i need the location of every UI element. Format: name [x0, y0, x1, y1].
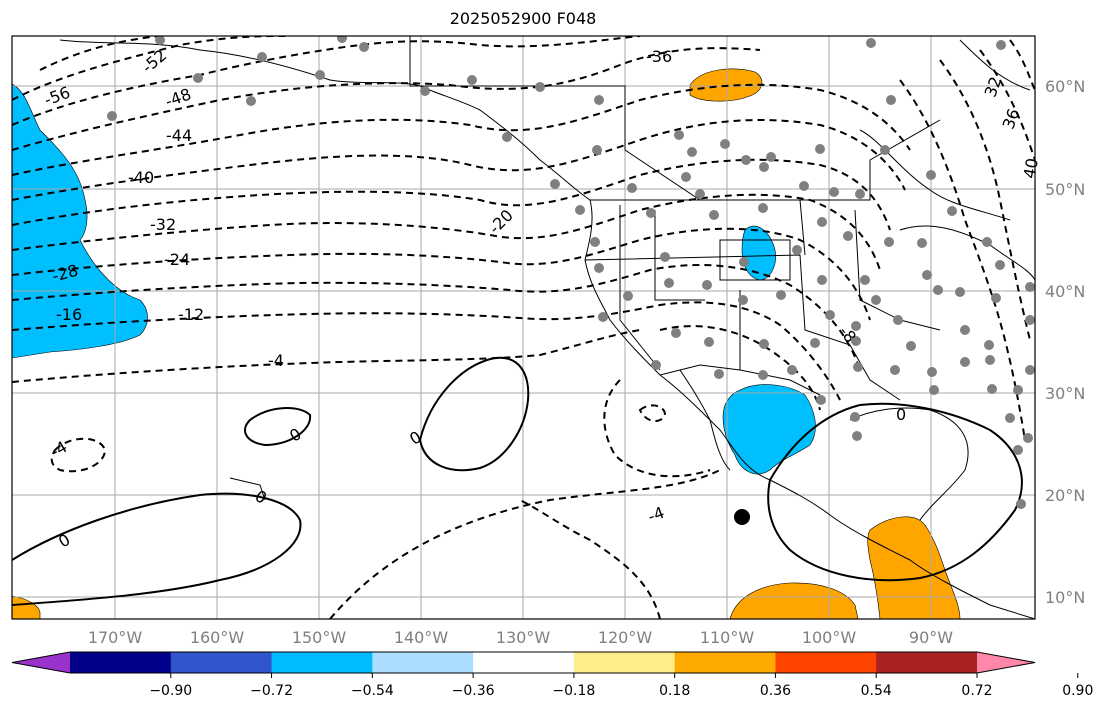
- contour-label: -16: [56, 305, 82, 324]
- colorbar-bin: [70, 652, 172, 673]
- colorbar-tick-label: 0.36: [760, 683, 791, 699]
- colorbar-bin: [775, 652, 877, 673]
- colorbar-tick-label: 0.54: [861, 683, 892, 699]
- contour-label: -24: [164, 250, 190, 269]
- lat-label: 40°N: [1045, 282, 1085, 301]
- contour-label: -36: [646, 47, 672, 66]
- colorbar-tick-label: 0.72: [961, 683, 992, 699]
- colorbar: −0.90 −0.72 −0.54 −0.36 −0.18 0.18 0.36 0.54 0.7…: [11, 651, 1093, 699]
- lon-label: 110°W: [700, 628, 755, 647]
- colorbar-bin: [372, 652, 474, 673]
- colorbar-tick-label: −0.18: [552, 683, 595, 699]
- lon-label: 90°W: [909, 628, 953, 647]
- map-frame: [11, 35, 1036, 620]
- contour-label: 0: [896, 405, 906, 424]
- colorbar-tick-label: −0.90: [149, 683, 192, 699]
- colorbar-outline: [11, 651, 1036, 674]
- contour-label: -32: [150, 215, 176, 234]
- lon-label: 120°W: [598, 628, 653, 647]
- lon-label: 170°W: [88, 628, 143, 647]
- lat-label: 50°N: [1045, 180, 1085, 199]
- colorbar-bin: [674, 652, 776, 673]
- colorbar-tick-label: 0.90: [1062, 683, 1093, 699]
- lat-label: 30°N: [1045, 384, 1085, 403]
- negative-anomaly-region-mexico: [722, 384, 816, 475]
- colorbar-tick-label: −0.72: [250, 683, 293, 699]
- colorbar-extend-low: [12, 652, 70, 673]
- colorbar-bin: [573, 652, 676, 673]
- lon-label: 100°W: [802, 628, 857, 647]
- contour-label: 40: [1020, 157, 1042, 180]
- contour-label: -4: [645, 503, 666, 526]
- colorbar-extend-high: [977, 652, 1035, 673]
- lat-label: 60°N: [1045, 77, 1085, 96]
- colorbar-tick-label: −0.54: [351, 683, 394, 699]
- lon-label: 150°W: [292, 628, 347, 647]
- positive-anomaly-region-south: [729, 582, 859, 619]
- colorbar-bin: [876, 652, 978, 673]
- station-dots: [107, 36, 1035, 509]
- lon-label: 160°W: [190, 628, 245, 647]
- contour-label: -12: [178, 305, 204, 324]
- contour-label: -40: [128, 168, 154, 187]
- colorbar-bin: [473, 652, 575, 673]
- colorbar-bin: [170, 652, 273, 673]
- colorbar-bin: [271, 652, 373, 673]
- negative-contours: [12, 36, 1035, 619]
- latitude-labels: 60°N 50°N 40°N 30°N 20°N 10°N: [1045, 77, 1085, 607]
- highlight-marker: [734, 509, 750, 525]
- lon-label: 140°W: [394, 628, 449, 647]
- lat-label: 10°N: [1045, 588, 1085, 607]
- colorbar-tick-label: 0.18: [659, 683, 690, 699]
- lat-label: 20°N: [1045, 486, 1085, 505]
- negative-anomaly-region-west: [12, 83, 148, 359]
- lon-label: 130°W: [496, 628, 551, 647]
- contour-label: -44: [166, 126, 192, 145]
- zero-contours: [12, 356, 1023, 606]
- longitude-labels: 170°W 160°W 150°W 140°W 130°W 120°W 110°…: [88, 628, 953, 647]
- contour-label: -4: [268, 351, 284, 370]
- colorbar-tick-label: −0.36: [452, 683, 495, 699]
- map-title: 2025052900 F048: [449, 9, 597, 28]
